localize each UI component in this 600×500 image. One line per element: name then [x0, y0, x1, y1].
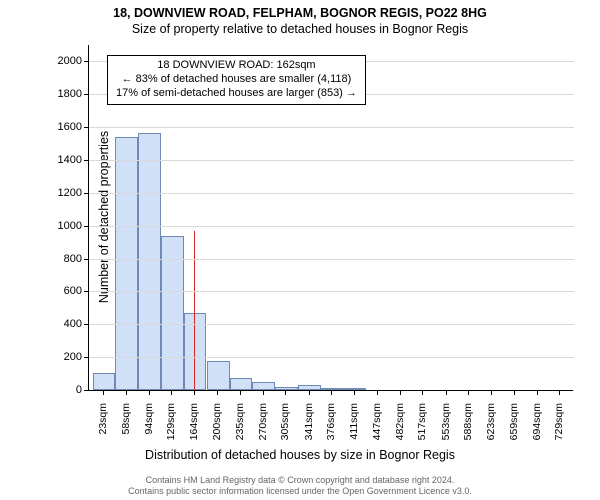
x-tick-mark [400, 390, 401, 395]
x-tick-label: 694sqm [531, 403, 543, 453]
gridline [89, 226, 574, 227]
y-tick-label: 1400 [52, 154, 82, 166]
title-line-2: Size of property relative to detached ho… [0, 21, 600, 37]
y-tick-mark [84, 291, 89, 292]
x-tick-mark [149, 390, 150, 395]
x-tick-mark [468, 390, 469, 395]
x-tick-label: 588sqm [462, 403, 474, 453]
x-tick-label: 270sqm [257, 403, 269, 453]
x-tick-label: 517sqm [416, 403, 428, 453]
x-tick-label: 482sqm [394, 403, 406, 453]
x-tick-label: 729sqm [553, 403, 565, 453]
gridline [89, 127, 574, 128]
y-tick-mark [84, 324, 89, 325]
y-tick-label: 800 [52, 253, 82, 265]
y-tick-mark [84, 94, 89, 95]
annotation-box: 18 DOWNVIEW ROAD: 162sqm ← 83% of detach… [107, 55, 366, 105]
x-tick-mark [263, 390, 264, 395]
license-line-2: Contains public sector information licen… [0, 486, 600, 497]
x-tick-label: 129sqm [165, 403, 177, 453]
histogram-bar [230, 378, 253, 390]
gridline [89, 160, 574, 161]
x-tick-label: 659sqm [508, 403, 520, 453]
x-tick-label: 200sqm [211, 403, 223, 453]
annotation-line-1: 18 DOWNVIEW ROAD: 162sqm [116, 59, 357, 73]
y-tick-label: 1000 [52, 220, 82, 232]
histogram-bar [115, 137, 138, 390]
x-tick-mark [446, 390, 447, 395]
x-tick-mark [514, 390, 515, 395]
x-tick-label: 376sqm [325, 403, 337, 453]
x-tick-mark [217, 390, 218, 395]
x-tick-label: 553sqm [440, 403, 452, 453]
x-tick-mark [126, 390, 127, 395]
x-tick-mark [377, 390, 378, 395]
y-tick-mark [84, 127, 89, 128]
x-tick-mark [354, 390, 355, 395]
x-tick-label: 235sqm [234, 403, 246, 453]
x-tick-label: 447sqm [371, 403, 383, 453]
y-tick-mark [84, 357, 89, 358]
y-tick-label: 1200 [52, 187, 82, 199]
license-line-1: Contains HM Land Registry data © Crown c… [0, 475, 600, 486]
x-tick-mark [331, 390, 332, 395]
y-tick-mark [84, 226, 89, 227]
histogram-bar [252, 382, 275, 390]
x-tick-mark [537, 390, 538, 395]
x-tick-mark [309, 390, 310, 395]
histogram-bar [138, 133, 161, 390]
y-tick-mark [84, 61, 89, 62]
y-tick-label: 400 [52, 318, 82, 330]
x-tick-mark [171, 390, 172, 395]
y-tick-label: 200 [52, 351, 82, 363]
gridline [89, 357, 574, 358]
x-tick-label: 94sqm [143, 403, 155, 453]
gridline [89, 193, 574, 194]
histogram-bar [207, 361, 230, 390]
x-tick-label: 23sqm [97, 403, 109, 453]
property-marker-line [194, 231, 195, 390]
y-tick-label: 1600 [52, 121, 82, 133]
x-tick-mark [422, 390, 423, 395]
x-tick-mark [559, 390, 560, 395]
x-tick-label: 164sqm [188, 403, 200, 453]
chart-title: 18, DOWNVIEW ROAD, FELPHAM, BOGNOR REGIS… [0, 6, 600, 37]
gridline [89, 291, 574, 292]
y-tick-label: 1800 [52, 88, 82, 100]
x-tick-label: 411sqm [348, 403, 360, 453]
histogram-bar [93, 373, 116, 390]
license-text: Contains HM Land Registry data © Crown c… [0, 475, 600, 497]
y-tick-mark [84, 160, 89, 161]
x-tick-mark [491, 390, 492, 395]
x-tick-mark [285, 390, 286, 395]
x-tick-mark [103, 390, 104, 395]
x-tick-label: 305sqm [279, 403, 291, 453]
annotation-line-2: ← 83% of detached houses are smaller (4,… [116, 73, 357, 87]
x-tick-label: 58sqm [120, 403, 132, 453]
title-line-1: 18, DOWNVIEW ROAD, FELPHAM, BOGNOR REGIS… [0, 6, 600, 21]
y-tick-label: 600 [52, 285, 82, 297]
x-tick-label: 341sqm [303, 403, 315, 453]
annotation-line-3: 17% of semi-detached houses are larger (… [116, 87, 357, 101]
gridline [89, 324, 574, 325]
y-tick-mark [84, 259, 89, 260]
y-tick-label: 2000 [52, 55, 82, 67]
gridline [89, 259, 574, 260]
x-tick-mark [194, 390, 195, 395]
x-tick-mark [240, 390, 241, 395]
chart-container: { "chart": { "type": "histogram", "title… [0, 0, 600, 500]
y-tick-label: 0 [52, 384, 82, 396]
x-tick-label: 623sqm [485, 403, 497, 453]
y-tick-mark [84, 193, 89, 194]
